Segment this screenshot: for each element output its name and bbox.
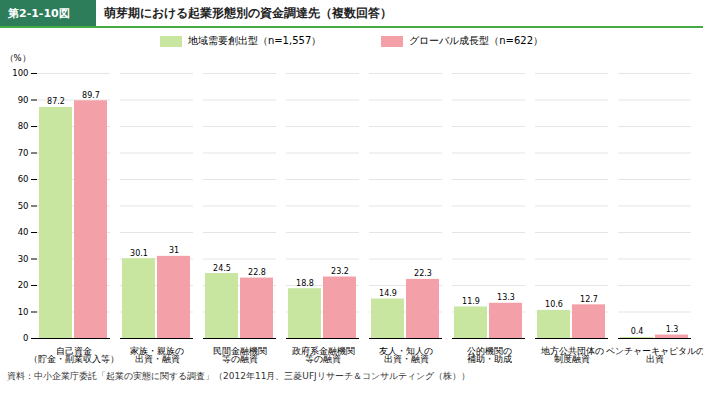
svg-text:20: 20 bbox=[18, 280, 29, 290]
svg-text:80: 80 bbox=[18, 121, 29, 131]
svg-text:30.1: 30.1 bbox=[130, 249, 148, 258]
svg-text:40: 40 bbox=[18, 227, 29, 237]
svg-text:89.7: 89.7 bbox=[82, 91, 100, 100]
svg-text:1.3: 1.3 bbox=[666, 325, 679, 334]
html-text:萌芽期における起業形態別の資金調達先（複数回答）: 萌芽期における起業形態別の資金調達先（複数回答） bbox=[104, 5, 392, 20]
svg-text:0.4: 0.4 bbox=[631, 327, 644, 336]
svg-text:民間金融機関等の融資: 民間金融機関等の融資 bbox=[213, 346, 267, 365]
svg-text:90: 90 bbox=[18, 95, 29, 105]
svg-text:10.6: 10.6 bbox=[545, 300, 563, 309]
svg-text:10: 10 bbox=[18, 307, 29, 317]
svg-text:31: 31 bbox=[169, 246, 179, 255]
html-text:資料：中小企業庁委託「起業の実態に関する調査」（2012年1: 資料：中小企業庁委託「起業の実態に関する調査」（2012年11月、三菱UFJリサ… bbox=[7, 371, 470, 381]
svg-text:自己資金（貯金・副業収入等）: 自己資金（貯金・副業収入等） bbox=[29, 346, 119, 365]
svg-text:60: 60 bbox=[18, 174, 29, 184]
svg-text:14.9: 14.9 bbox=[379, 289, 397, 298]
svg-text:22.8: 22.8 bbox=[248, 268, 266, 277]
html-text:グローバル成長型（n=622）: グローバル成長型（n=622） bbox=[409, 35, 544, 46]
svg-text:友人・知人の出資・融資: 友人・知人の出資・融資 bbox=[379, 346, 433, 365]
svg-text:70: 70 bbox=[18, 148, 29, 158]
svg-text:12.7: 12.7 bbox=[580, 295, 598, 304]
svg-text:23.2: 23.2 bbox=[331, 267, 349, 276]
svg-text:0: 0 bbox=[23, 333, 28, 343]
svg-text:18.8: 18.8 bbox=[296, 279, 314, 288]
svg-text:22.3: 22.3 bbox=[414, 269, 432, 278]
svg-text:50: 50 bbox=[18, 201, 29, 211]
svg-text:地方公共団体の制度融資: 地方公共団体の制度融資 bbox=[540, 346, 604, 365]
svg-text:24.5: 24.5 bbox=[213, 264, 231, 273]
svg-text:87.2: 87.2 bbox=[47, 97, 65, 106]
svg-text:政府系金融機関等の融資: 政府系金融機関等の融資 bbox=[292, 346, 355, 365]
svg-text:100: 100 bbox=[12, 68, 28, 78]
svg-text:（%）: （%） bbox=[5, 53, 31, 63]
svg-text:公的機関の補助・助成: 公的機関の補助・助成 bbox=[467, 346, 512, 365]
svg-text:13.3: 13.3 bbox=[497, 293, 515, 302]
svg-text:ベンチャーキャピタルの出資: ベンチャーキャピタルの出資 bbox=[606, 346, 703, 365]
svg-text:11.9: 11.9 bbox=[462, 297, 480, 306]
svg-text:家族・親族の出資・融資: 家族・親族の出資・融資 bbox=[130, 346, 184, 365]
html-text:地域需要創出型（n=1,557）: 地域需要創出型（n=1,557） bbox=[187, 35, 322, 46]
svg-text:30: 30 bbox=[18, 254, 29, 264]
html-text:第2-1-10図: 第2-1-10図 bbox=[8, 6, 70, 20]
